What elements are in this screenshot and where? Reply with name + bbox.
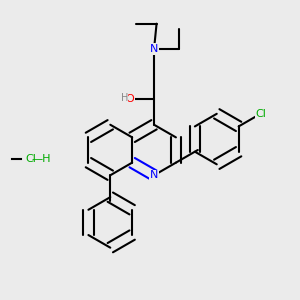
Text: N: N [150, 170, 158, 180]
Text: Cl: Cl [26, 154, 37, 164]
Text: H: H [121, 93, 128, 103]
Text: N: N [150, 44, 158, 54]
Text: Cl: Cl [255, 109, 266, 119]
Text: O: O [125, 94, 134, 104]
Text: —H: —H [32, 154, 51, 164]
